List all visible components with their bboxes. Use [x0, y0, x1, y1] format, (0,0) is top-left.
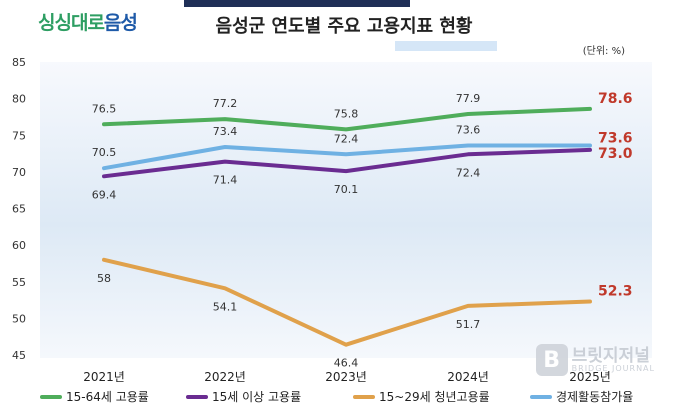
logo: 싱싱대로 음성: [38, 4, 138, 38]
y-tick-label: 65: [12, 203, 26, 216]
data-label: 75.8: [334, 107, 359, 120]
legend-item: 15세 이상 고용률: [186, 388, 301, 405]
data-label: 54.1: [213, 300, 238, 313]
data-label: 71.4: [213, 174, 238, 187]
y-tick-label: 55: [12, 276, 26, 289]
watermark-subtext: BRIDGE JOURNAL: [571, 363, 655, 373]
series-line-1: [102, 106, 592, 132]
y-tick-label: 50: [12, 312, 26, 325]
title-top-bar: [184, 0, 410, 7]
series-line-2: [102, 147, 592, 179]
data-label: 58: [97, 272, 111, 285]
series-line-4: [102, 143, 592, 171]
data-label: 46.4: [334, 357, 359, 370]
legend-item: 경제활동참가율: [530, 388, 633, 405]
data-label: 69.4: [92, 188, 117, 201]
title-underline: [395, 41, 497, 51]
y-tick-label: 80: [12, 93, 26, 106]
x-tick-label: 2023년: [325, 370, 367, 384]
series-line-3: [102, 257, 592, 347]
legend-item: 15~29세 청년고용률: [353, 388, 490, 405]
data-label: 72.4: [334, 132, 359, 145]
data-label: 70.1: [334, 183, 359, 196]
x-tick-label: 2022년: [204, 370, 246, 384]
y-tick-label: 60: [12, 239, 26, 252]
y-tick-label: 45: [12, 349, 26, 362]
legend: 15-64세 고용률 15세 이상 고용률 15~29세 청년고용률 경제활동참가율: [40, 388, 670, 408]
chart-title: 음성군 연도별 주요 고용지표 현황: [215, 16, 473, 37]
legend-item: 15-64세 고용률: [40, 388, 149, 405]
legend-swatch: [186, 394, 208, 399]
legend-swatch: [40, 394, 62, 399]
data-label: 52.3: [598, 284, 633, 300]
watermark: B 브릿지저널 BRIDGE JOURNAL: [535, 344, 655, 376]
legend-swatch: [353, 394, 375, 399]
data-label: 73.6: [456, 124, 481, 137]
data-label: 73.0: [598, 146, 633, 162]
data-label: 70.5: [92, 146, 117, 159]
data-label: 73.6: [598, 131, 633, 147]
data-label: 72.4: [456, 166, 481, 179]
logo-part2: 음성: [103, 11, 138, 34]
legend-label: 15~29세 청년고용률: [379, 390, 490, 404]
x-tick-label: 2021년: [83, 370, 125, 384]
x-tick-label: 2025년: [569, 370, 611, 384]
legend-label: 15세 이상 고용률: [212, 390, 302, 404]
y-tick-label: 75: [12, 129, 26, 142]
legend-label: 경제활동참가율: [556, 390, 634, 404]
data-label: 51.7: [456, 318, 481, 331]
watermark-text: 브릿지저널: [571, 345, 650, 366]
data-label: 77.9: [456, 92, 481, 105]
data-label: 73.4: [213, 125, 238, 138]
legend-swatch: [530, 394, 552, 399]
x-tick-label: 2024년: [447, 370, 489, 384]
logo-part1: 싱싱대로: [38, 11, 105, 34]
watermark-logo-icon: B: [535, 344, 568, 376]
y-tick-label: 70: [12, 166, 26, 179]
y-tick-label: 85: [12, 56, 26, 69]
data-label: 78.6: [598, 91, 633, 107]
data-label: 77.2: [213, 97, 238, 110]
legend-label: 15-64세 고용률: [66, 390, 149, 404]
unit-label: (단위: %): [582, 46, 625, 57]
data-label: 76.5: [92, 102, 117, 115]
